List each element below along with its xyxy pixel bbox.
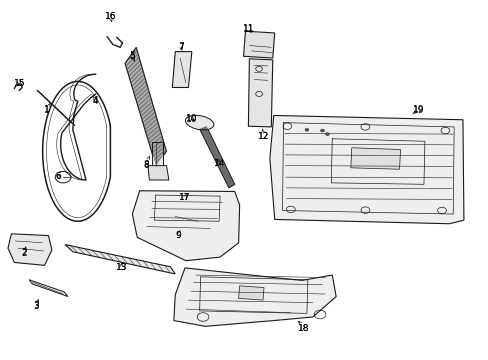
Text: 5: 5	[129, 51, 135, 60]
Text: 11: 11	[242, 25, 254, 34]
Ellipse shape	[185, 115, 213, 130]
Text: 10: 10	[186, 114, 197, 123]
Text: 4: 4	[93, 96, 99, 105]
Text: 1: 1	[44, 105, 50, 114]
Text: 16: 16	[104, 12, 116, 21]
Text: 1: 1	[44, 105, 50, 114]
Text: 11: 11	[242, 24, 254, 33]
Polygon shape	[152, 142, 162, 166]
Circle shape	[325, 133, 329, 135]
Text: 17: 17	[179, 193, 190, 202]
Text: 10: 10	[186, 114, 197, 123]
Text: 14: 14	[213, 159, 224, 168]
Text: 12: 12	[258, 132, 269, 141]
Polygon shape	[8, 234, 52, 265]
Text: 2: 2	[21, 248, 27, 257]
Text: 19: 19	[412, 105, 424, 114]
Text: 7: 7	[178, 43, 183, 52]
Text: 14: 14	[213, 159, 224, 168]
Text: 6: 6	[55, 172, 61, 181]
Polygon shape	[269, 116, 463, 224]
Text: 7: 7	[178, 42, 183, 51]
Text: 8: 8	[143, 161, 148, 170]
Text: 15: 15	[14, 79, 25, 88]
Text: 6: 6	[55, 172, 61, 181]
Text: 9: 9	[176, 231, 181, 240]
Polygon shape	[199, 126, 234, 188]
Text: 16: 16	[104, 12, 116, 21]
Text: 13: 13	[116, 263, 127, 272]
Text: 9: 9	[176, 231, 181, 240]
Text: 19: 19	[412, 105, 424, 114]
Polygon shape	[248, 59, 272, 127]
Circle shape	[320, 129, 324, 132]
Text: 13: 13	[116, 264, 127, 273]
Polygon shape	[65, 244, 175, 274]
Polygon shape	[243, 31, 274, 58]
Polygon shape	[350, 148, 400, 169]
Polygon shape	[148, 166, 168, 180]
Polygon shape	[29, 280, 68, 297]
Text: 2: 2	[21, 249, 27, 258]
Text: 8: 8	[143, 161, 148, 170]
Text: 5: 5	[129, 52, 135, 61]
Text: 15: 15	[14, 80, 25, 89]
Polygon shape	[132, 191, 239, 261]
Text: 18: 18	[298, 324, 309, 333]
Circle shape	[305, 129, 308, 131]
Text: 3: 3	[33, 302, 39, 311]
Text: 17: 17	[179, 193, 190, 202]
Text: 3: 3	[33, 301, 39, 310]
Polygon shape	[238, 286, 264, 300]
Text: 12: 12	[258, 132, 269, 141]
Text: 4: 4	[93, 96, 99, 105]
Polygon shape	[173, 268, 335, 326]
Polygon shape	[166, 211, 205, 237]
Text: 18: 18	[298, 324, 309, 333]
Polygon shape	[125, 47, 166, 166]
Polygon shape	[172, 51, 191, 87]
